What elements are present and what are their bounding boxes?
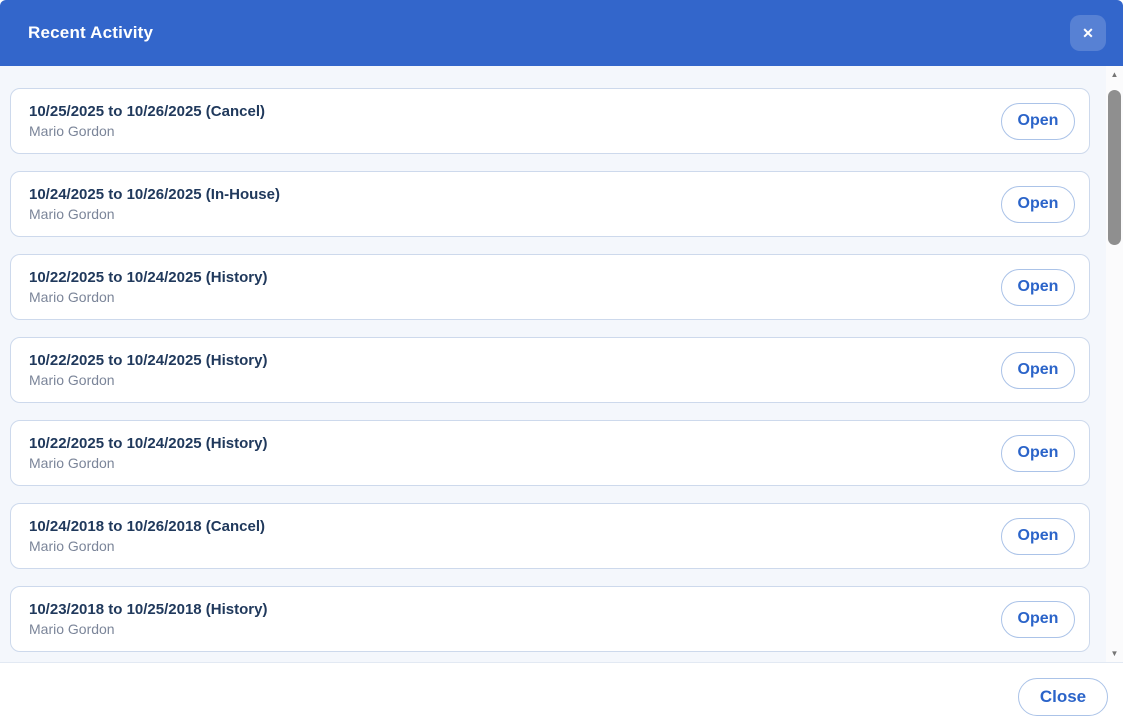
- open-button[interactable]: Open: [1001, 434, 1075, 472]
- activity-user: Mario Gordon: [29, 372, 115, 388]
- activity-item: 10/22/2025 to 10/24/2025 (History) Mario…: [10, 420, 1090, 486]
- activity-item-text: 10/22/2025 to 10/24/2025 (History) Mario…: [29, 352, 267, 388]
- activity-title: 10/22/2025 to 10/24/2025 (History): [29, 352, 268, 369]
- activity-item-text: 10/24/2025 to 10/26/2025 (In-House) Mari…: [29, 186, 280, 222]
- activity-user: Mario Gordon: [29, 123, 115, 139]
- modal-header: Recent Activity ✕: [0, 0, 1123, 66]
- scrollbar-track[interactable]: ▲ ▼: [1106, 66, 1123, 662]
- scroll-down-icon[interactable]: ▼: [1110, 648, 1119, 658]
- modal-body: 10/25/2025 to 10/26/2025 (Cancel) Mario …: [0, 66, 1123, 663]
- activity-title: 10/25/2025 to 10/26/2025 (Cancel): [29, 103, 265, 120]
- activity-item: 10/24/2018 to 10/26/2018 (Cancel) Mario …: [10, 503, 1090, 569]
- close-button[interactable]: Close: [1018, 677, 1108, 716]
- open-button[interactable]: Open: [1001, 185, 1075, 223]
- scroll-up-icon[interactable]: ▲: [1110, 69, 1119, 79]
- activity-item-text: 10/24/2018 to 10/26/2018 (Cancel) Mario …: [29, 518, 265, 554]
- modal-close-button[interactable]: ✕: [1070, 15, 1106, 51]
- activity-title: 10/24/2025 to 10/26/2025 (In-House): [29, 186, 280, 203]
- activity-item: 10/22/2025 to 10/24/2025 (History) Mario…: [10, 254, 1090, 320]
- activity-title: 10/22/2025 to 10/24/2025 (History): [29, 435, 268, 452]
- open-button[interactable]: Open: [1001, 517, 1075, 555]
- modal-title: Recent Activity: [28, 23, 154, 42]
- open-button[interactable]: Open: [1001, 102, 1075, 140]
- activity-title: 10/24/2018 to 10/26/2018 (Cancel): [29, 518, 265, 535]
- scrollbar-thumb[interactable]: [1108, 90, 1121, 245]
- modal-footer: Close: [0, 663, 1123, 726]
- activity-item: 10/25/2025 to 10/26/2025 (Cancel) Mario …: [10, 88, 1090, 154]
- open-button[interactable]: Open: [1001, 268, 1075, 306]
- activity-user: Mario Gordon: [29, 455, 115, 471]
- close-icon: ✕: [1082, 25, 1094, 41]
- activity-user: Mario Gordon: [29, 538, 115, 554]
- activity-user: Mario Gordon: [29, 206, 115, 222]
- activity-item: 10/23/2018 to 10/25/2018 (History) Mario…: [10, 586, 1090, 652]
- activity-user: Mario Gordon: [29, 289, 115, 305]
- activity-title: 10/22/2025 to 10/24/2025 (History): [29, 269, 268, 286]
- activity-item-text: 10/23/2018 to 10/25/2018 (History) Mario…: [29, 601, 267, 637]
- activity-item: 10/22/2025 to 10/24/2025 (History) Mario…: [10, 337, 1090, 403]
- open-button[interactable]: Open: [1001, 600, 1075, 638]
- activity-title: 10/23/2018 to 10/25/2018 (History): [29, 601, 268, 618]
- activity-item-text: 10/22/2025 to 10/24/2025 (History) Mario…: [29, 435, 267, 471]
- activity-item-text: 10/22/2025 to 10/24/2025 (History) Mario…: [29, 269, 267, 305]
- open-button[interactable]: Open: [1001, 351, 1075, 389]
- activity-item: 10/24/2025 to 10/26/2025 (In-House) Mari…: [10, 171, 1090, 237]
- activity-list: 10/25/2025 to 10/26/2025 (Cancel) Mario …: [0, 66, 1123, 652]
- activity-item-text: 10/25/2025 to 10/26/2025 (Cancel) Mario …: [29, 103, 265, 139]
- activity-user: Mario Gordon: [29, 621, 115, 637]
